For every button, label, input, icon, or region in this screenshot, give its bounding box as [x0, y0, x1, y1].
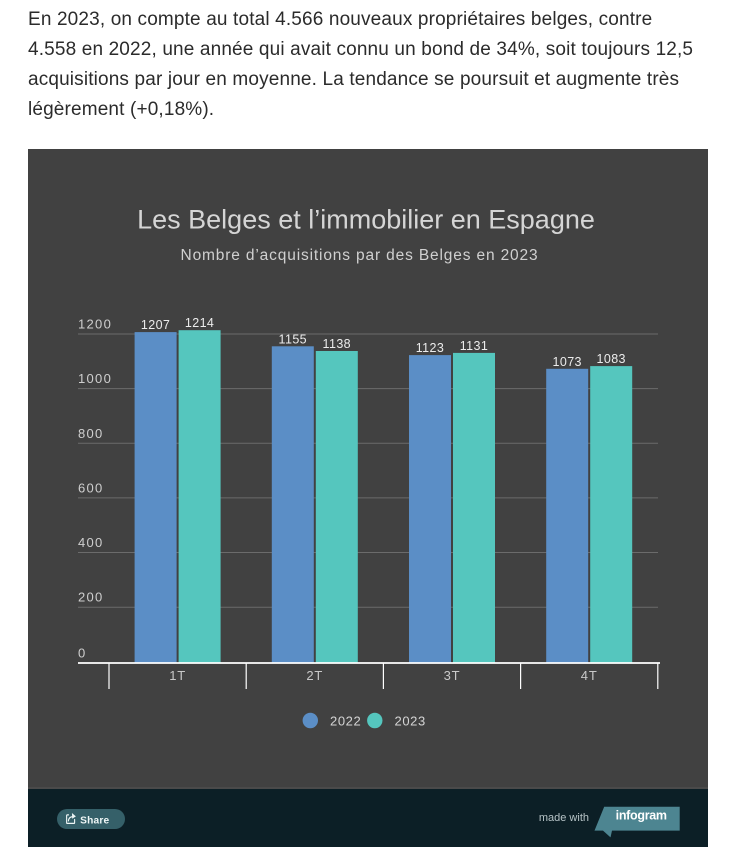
svg-text:600: 600: [78, 480, 104, 495]
svg-text:1155: 1155: [279, 332, 307, 346]
svg-text:1000: 1000: [78, 371, 112, 386]
svg-text:1073: 1073: [552, 355, 581, 369]
svg-text:infogram: infogram: [616, 809, 667, 823]
svg-text:3T: 3T: [444, 668, 461, 683]
svg-text:1214: 1214: [185, 316, 214, 330]
svg-text:200: 200: [78, 590, 104, 605]
svg-text:1207: 1207: [141, 318, 170, 332]
svg-text:4T: 4T: [581, 668, 598, 683]
svg-text:Share: Share: [80, 816, 109, 827]
svg-text:1138: 1138: [323, 337, 351, 351]
svg-text:2022: 2022: [330, 714, 361, 729]
svg-text:Nombre d’acquisitions par des: Nombre d’acquisitions par des Belges en …: [181, 247, 539, 264]
svg-text:800: 800: [78, 426, 104, 441]
svg-text:1T: 1T: [169, 668, 186, 683]
svg-text:2023: 2023: [395, 714, 426, 729]
svg-text:400: 400: [78, 535, 104, 550]
svg-text:1131: 1131: [460, 339, 488, 353]
svg-text:Les Belges et l’immobilier en: Les Belges et l’immobilier en Espagne: [137, 205, 595, 235]
svg-text:2T: 2T: [306, 668, 323, 683]
svg-text:1083: 1083: [596, 352, 625, 366]
svg-text:0: 0: [78, 646, 87, 661]
svg-text:1200: 1200: [78, 317, 112, 332]
svg-text:1123: 1123: [416, 341, 444, 355]
